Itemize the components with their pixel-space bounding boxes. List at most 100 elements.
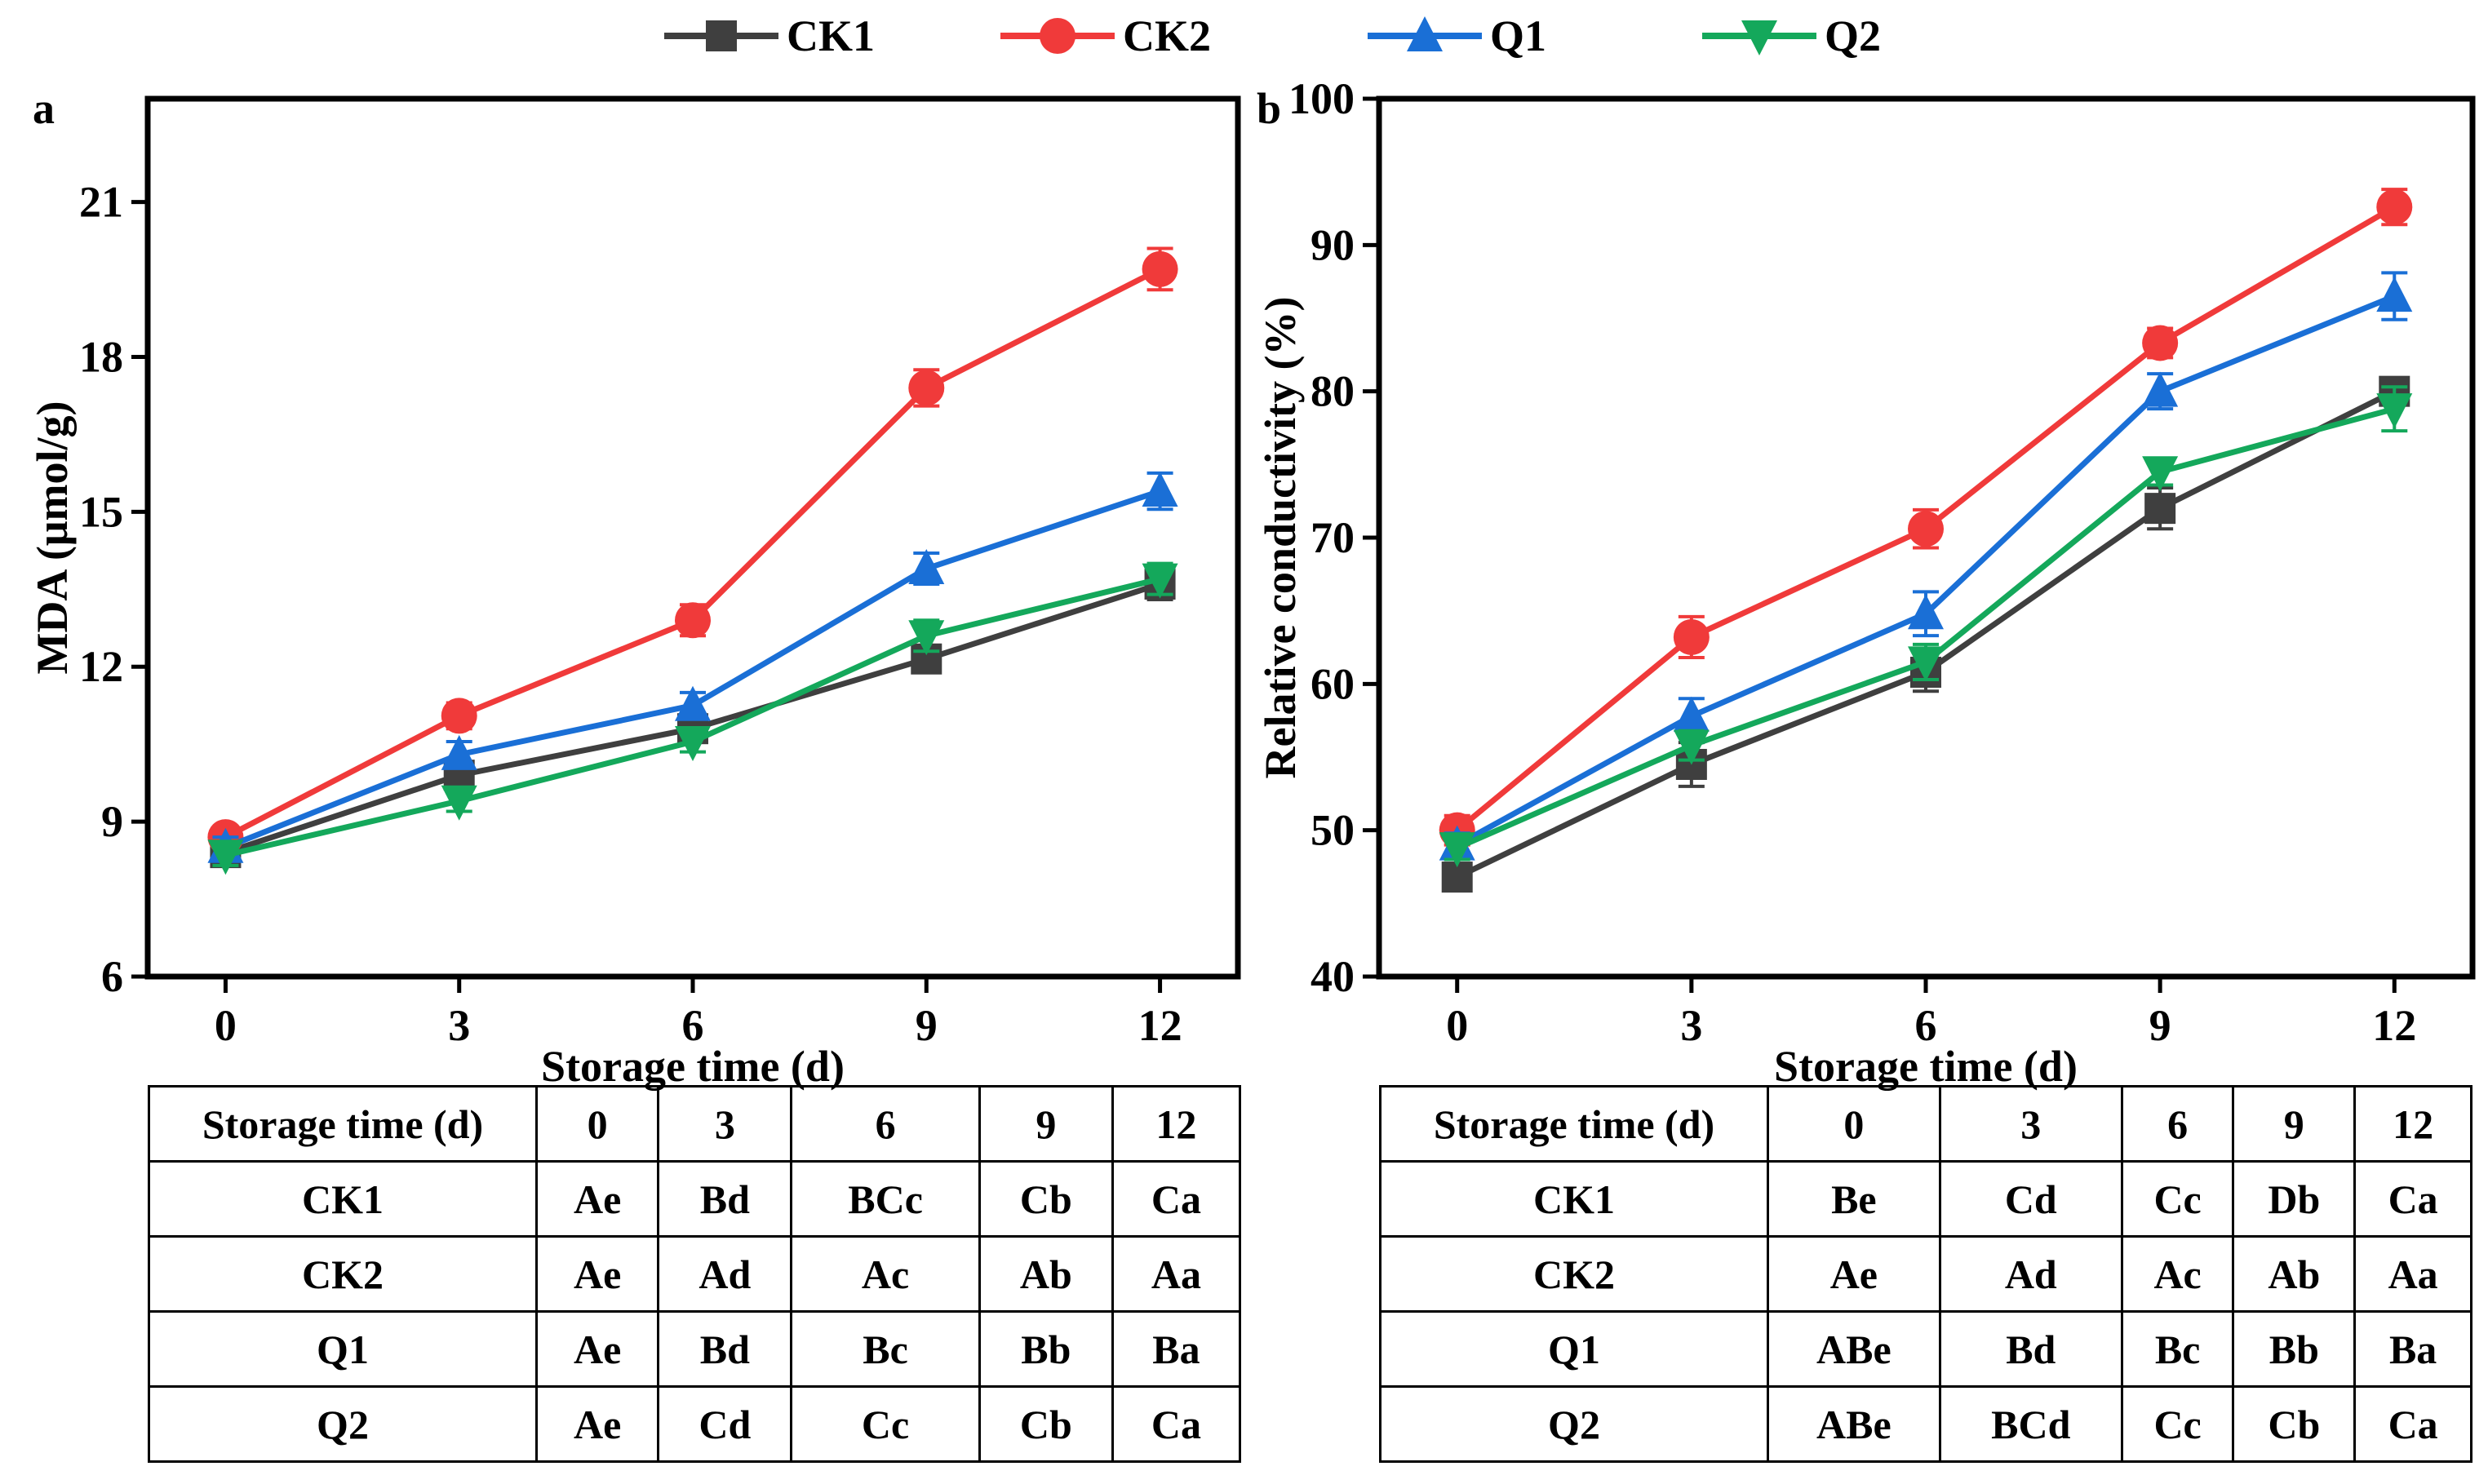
data-point: [2376, 188, 2413, 225]
x-tick-label: 9: [916, 1001, 938, 1050]
data-point: [2142, 456, 2179, 492]
data-point: [1439, 832, 1475, 868]
table-cell: Ab: [978, 1235, 1114, 1313]
table-cell: Ac: [790, 1235, 981, 1313]
table-header-row: Storage time (d) 0 3 6 9 12: [148, 1085, 1242, 1163]
table-cell: Ac: [2120, 1235, 2235, 1313]
table-cell: Ca: [2353, 1160, 2472, 1238]
table-header-cell: 9: [978, 1085, 1114, 1163]
y-axis-label: MDA (μmol/g): [28, 401, 77, 674]
data-point: [2142, 325, 2179, 361]
table-cell: Aa: [1111, 1235, 1242, 1313]
table-cell: Bd: [657, 1310, 793, 1388]
x-tick-label: 6: [682, 1001, 704, 1050]
data-point: [908, 620, 945, 656]
table-row: Q1 Ae Bd Bc Bb Ba: [148, 1310, 1242, 1388]
table-header-cell: 12: [1111, 1085, 1242, 1163]
table-cell: Bc: [2120, 1310, 2235, 1388]
table-cell: Cb: [2232, 1385, 2357, 1463]
table-cell: Q2: [1379, 1385, 1769, 1463]
table-cell: Db: [2232, 1160, 2357, 1238]
table-cell: Ae: [1767, 1235, 1941, 1313]
data-point: [1673, 618, 1710, 655]
y-tick-label: 50: [1311, 806, 1355, 855]
table-cell: Ae: [534, 1160, 660, 1238]
data-point: [908, 548, 945, 584]
legend: CK1 CK2 Q1 Q2: [664, 11, 1881, 60]
table-cell: Ca: [1111, 1385, 1242, 1463]
y-tick-label: 15: [79, 487, 123, 536]
data-point: [2376, 393, 2413, 429]
data-point: [441, 785, 477, 821]
legend-label: CK1: [787, 11, 875, 60]
legend-label: CK2: [1123, 11, 1211, 60]
x-tick-label: 3: [1680, 1001, 1702, 1050]
table-cell: Cc: [2120, 1160, 2235, 1238]
table-cell: CK1: [1379, 1160, 1769, 1238]
data-point: [1673, 729, 1710, 765]
table-header-cell: 12: [2353, 1085, 2472, 1163]
data-point: [1908, 594, 1944, 630]
table-cell: Cb: [978, 1385, 1114, 1463]
data-point: [675, 726, 711, 762]
data-point: [675, 685, 711, 721]
panel-b: b 0 3 6 9 12 40 50 60 70 80 90 100 Storage time (d) Re…: [1256, 74, 2476, 1091]
table-cell: BCd: [1938, 1385, 2123, 1463]
table-cell: Bd: [1938, 1310, 2123, 1388]
table-cell: Ba: [2353, 1310, 2472, 1388]
table-header-cell: 6: [2120, 1085, 2235, 1163]
series-line: [1456, 293, 2396, 848]
table-cell: Ca: [2353, 1385, 2472, 1463]
table-cell: Bc: [790, 1310, 981, 1388]
y-tick-label: 70: [1311, 513, 1355, 562]
x-tick-label: 0: [215, 1001, 237, 1050]
table-cell: Ca: [1111, 1160, 1242, 1238]
data-point: [2144, 493, 2176, 525]
series-line: [224, 488, 1161, 851]
y-tick-label: 18: [79, 332, 123, 381]
table-row: Q2 Ae Cd Cc Cb Ca: [148, 1385, 1242, 1463]
y-tick-label: 12: [79, 642, 123, 691]
table-cell: Q1: [1379, 1310, 1769, 1388]
table-cell: Ae: [534, 1385, 660, 1463]
table-cell: Be: [1767, 1160, 1941, 1238]
table-header-cell: 6: [790, 1085, 981, 1163]
legend-marker: [1741, 20, 1777, 55]
x-tick-label: 3: [448, 1001, 470, 1050]
table-cell: Ae: [534, 1310, 660, 1388]
data-point: [2376, 277, 2413, 312]
x-axis-label: Storage time (d): [1774, 1042, 2078, 1091]
y-tick-label: 60: [1311, 659, 1355, 708]
data-point: [441, 734, 477, 770]
table-cell: Cc: [2120, 1385, 2235, 1463]
table-cell: Aa: [2353, 1235, 2472, 1313]
table-header-cell: Storage time (d): [148, 1085, 538, 1163]
table-header-cell: 3: [1938, 1085, 2123, 1163]
data-point: [1142, 563, 1178, 599]
x-tick-label: 6: [1915, 1001, 1937, 1050]
data-point: [1673, 696, 1710, 732]
table-cell: Ba: [1111, 1310, 1242, 1388]
table-cell: Ae: [534, 1235, 660, 1313]
data-point: [1142, 472, 1178, 507]
table-cell: ABe: [1767, 1385, 1941, 1463]
table-cell: Bd: [657, 1160, 793, 1238]
y-tick-label: 6: [101, 952, 123, 1001]
y-tick-label: 80: [1311, 367, 1355, 416]
table-row: CK1 Be Cd Cc Db Ca: [1379, 1160, 2472, 1238]
data-point: [2142, 371, 2179, 407]
y-tick-label: 21: [79, 178, 123, 227]
data-point: [675, 602, 711, 639]
y-tick-label: 100: [1288, 74, 1355, 123]
x-tick-label: 12: [1138, 1001, 1182, 1050]
data-point: [207, 839, 244, 875]
y-tick-label: 40: [1311, 952, 1355, 1001]
data-point: [908, 370, 945, 406]
data-point: [1142, 250, 1178, 287]
table-header-cell: 3: [657, 1085, 793, 1163]
table-header-cell: 0: [534, 1085, 660, 1163]
table-cell: CK2: [148, 1235, 538, 1313]
legend-marker: [706, 20, 737, 51]
table-header-row: Storage time (d) 0 3 6 9 12: [1379, 1085, 2472, 1163]
